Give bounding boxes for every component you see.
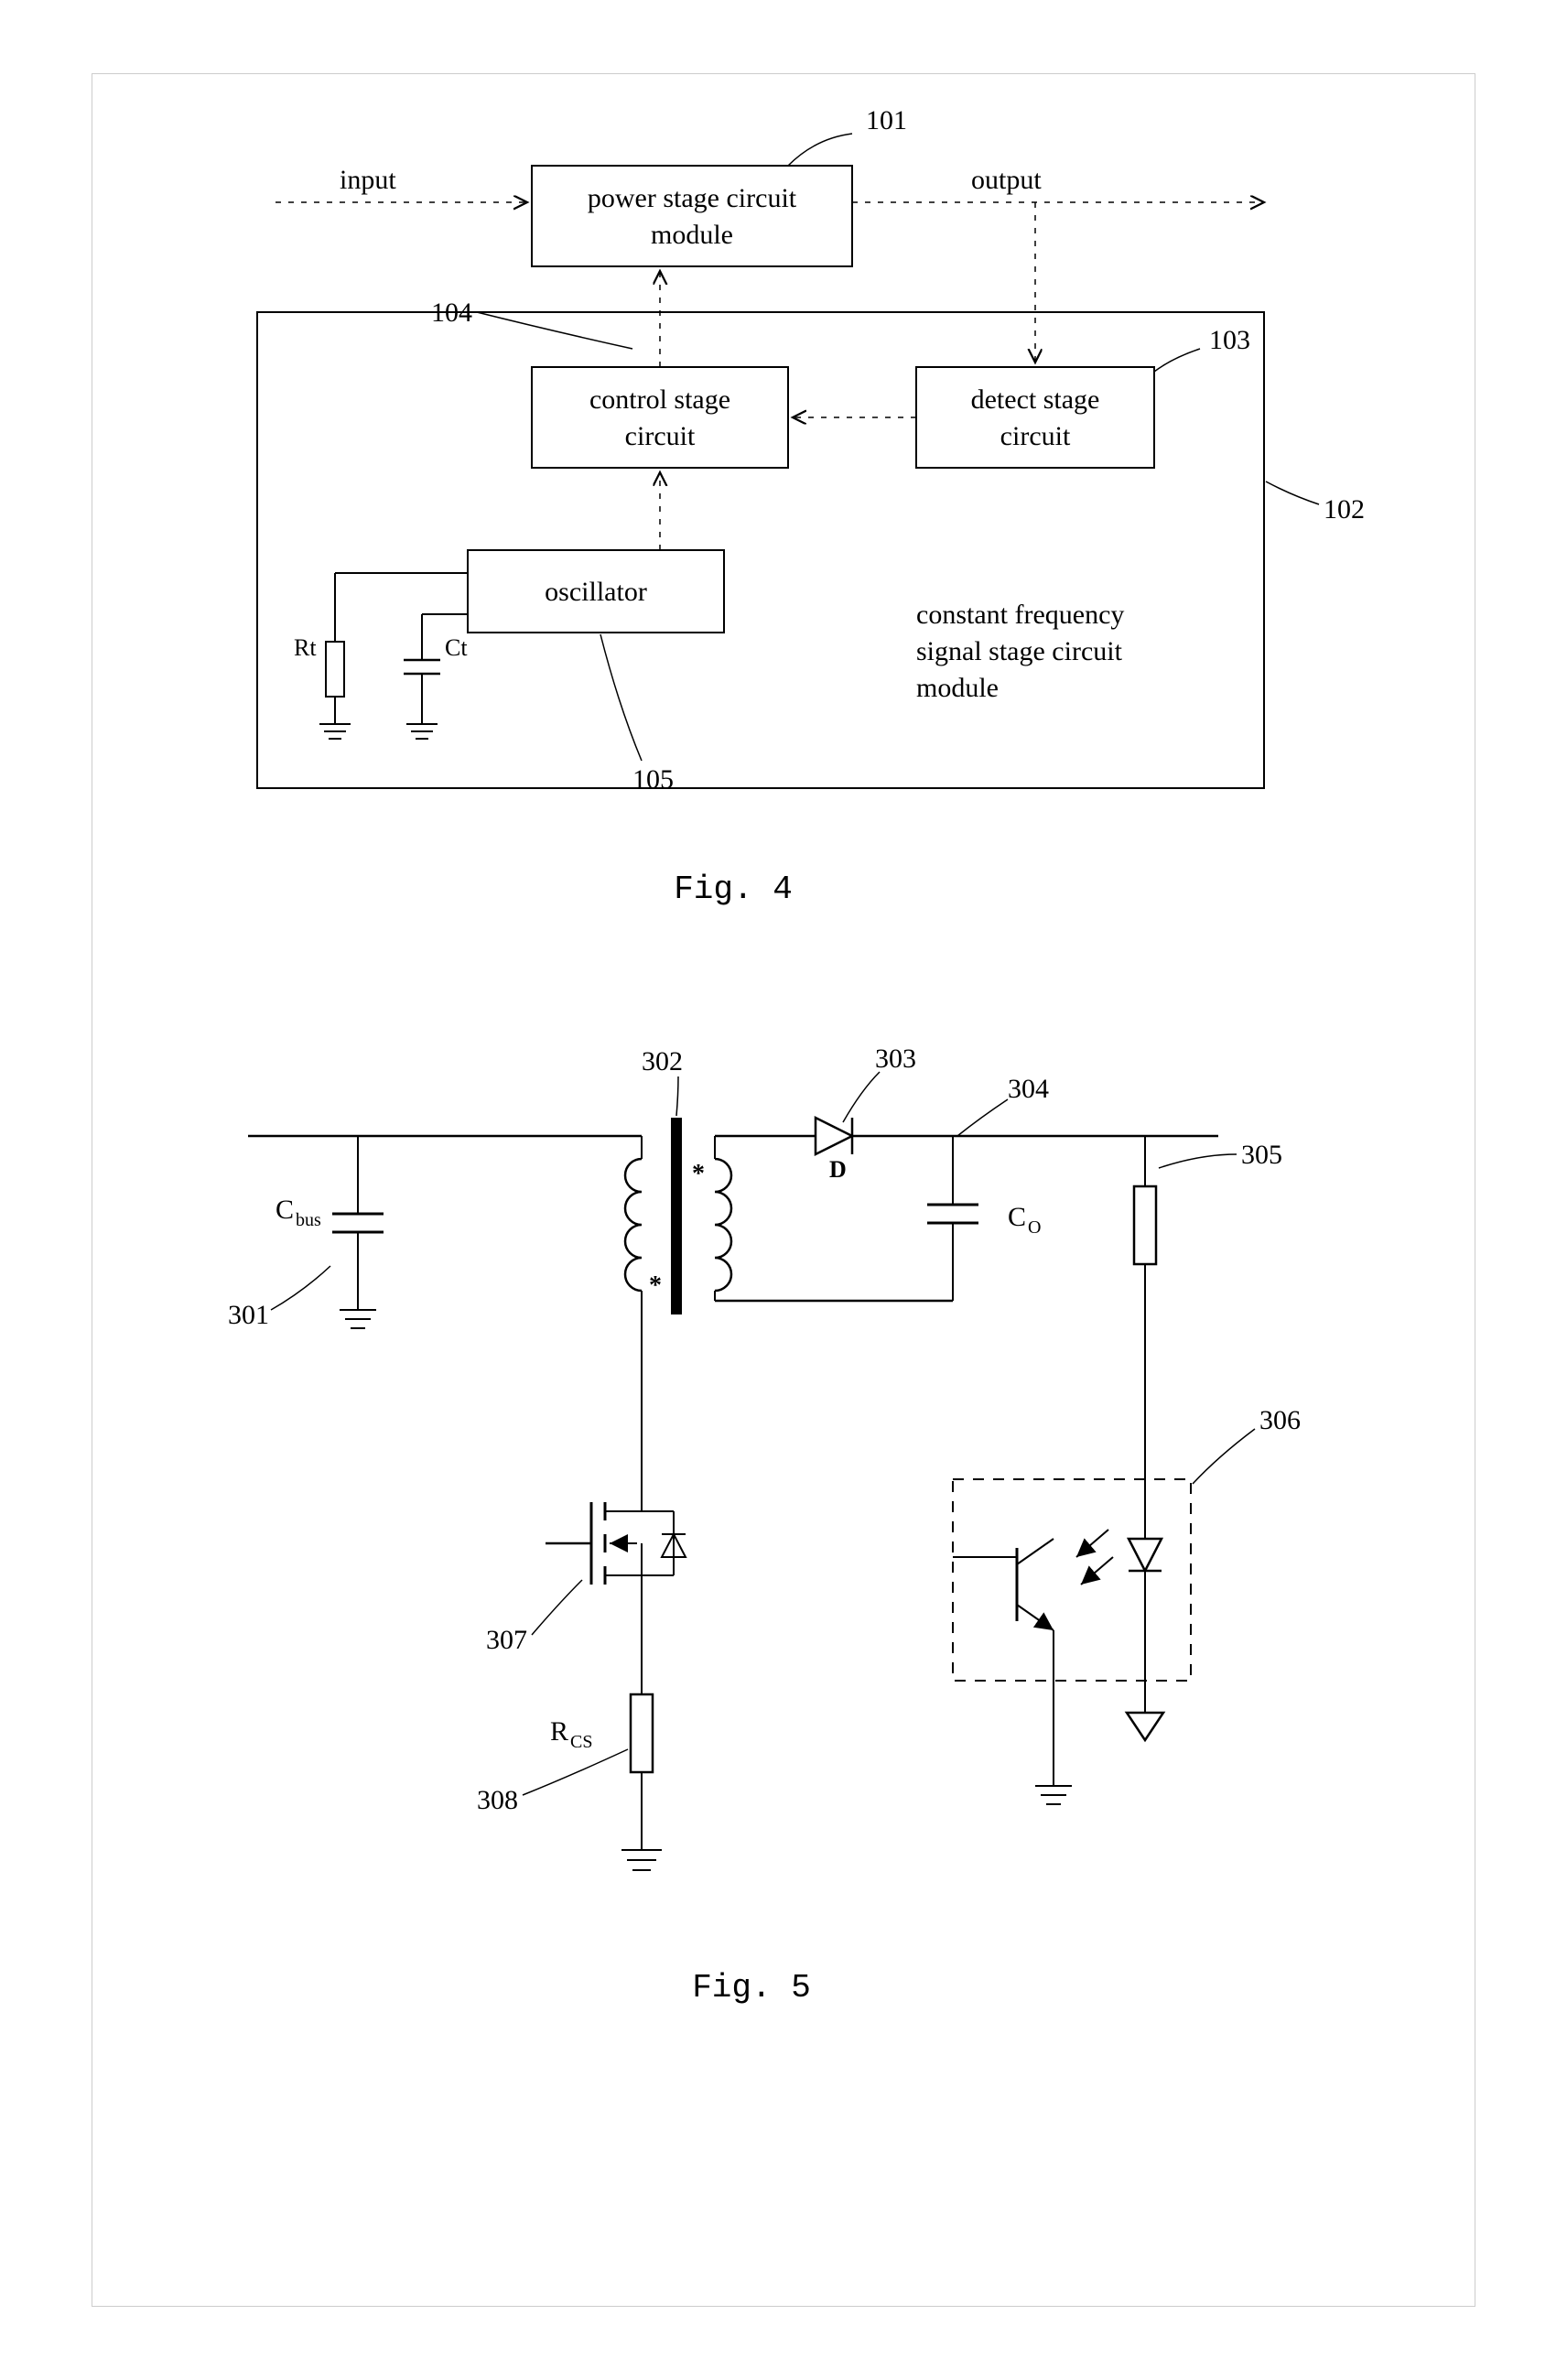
- leader-101: [788, 134, 852, 166]
- leader-105: [600, 634, 642, 761]
- rout-resistor: [1134, 1186, 1156, 1264]
- transformer-core: [671, 1118, 682, 1314]
- leader-302: [676, 1076, 678, 1116]
- leader-307: [532, 1580, 582, 1635]
- rcs-label-sub: CS: [570, 1732, 592, 1752]
- opto-transistor: [953, 1539, 1054, 1786]
- rcs-label-r: R: [550, 1716, 568, 1747]
- opto-box: [953, 1479, 1191, 1681]
- ref-303: 303: [875, 1044, 916, 1074]
- module-label-3: module: [916, 673, 999, 703]
- control-stage-text2: circuit: [625, 421, 696, 451]
- leader-102: [1266, 481, 1319, 504]
- ref-302: 302: [642, 1046, 683, 1076]
- control-stage-box: [532, 367, 788, 468]
- gnd-cbus: [340, 1310, 376, 1328]
- diode-label: D: [829, 1156, 847, 1183]
- gnd-rt: [319, 724, 351, 739]
- leader-306: [1193, 1429, 1255, 1484]
- ref-103: 103: [1209, 325, 1250, 355]
- gnd-led: [1127, 1713, 1163, 1740]
- leader-103: [1154, 349, 1200, 372]
- page-frame: power stage circuit module 101 input out…: [92, 73, 1475, 2307]
- rt-label: Rt: [294, 634, 317, 661]
- module-label-2: signal stage circuit: [916, 636, 1123, 666]
- leader-301: [271, 1266, 330, 1310]
- fig4-caption: Fig. 4: [674, 871, 793, 908]
- co-label-c: C: [1008, 1202, 1026, 1232]
- control-stage-text1: control stage: [589, 384, 730, 415]
- ref-301: 301: [228, 1300, 269, 1330]
- fig5-caption: Fig. 5: [692, 1969, 811, 2007]
- prim-dot: *: [649, 1271, 662, 1300]
- ref-305: 305: [1241, 1140, 1282, 1170]
- detect-stage-box: [916, 367, 1154, 468]
- ref-104: 104: [431, 298, 472, 328]
- ref-105: 105: [632, 764, 674, 795]
- oscillator-text: oscillator: [545, 577, 647, 607]
- leader-308: [523, 1749, 628, 1795]
- cbus-label-c: C: [276, 1195, 294, 1225]
- gnd-rcs: [621, 1850, 662, 1870]
- power-stage-box: [532, 166, 852, 266]
- rcs-resistor: [631, 1694, 653, 1772]
- outer-module-box: [257, 312, 1264, 788]
- cbus-label-sub: bus: [296, 1210, 321, 1230]
- ref-102: 102: [1324, 494, 1365, 525]
- power-stage-text1: power stage circuit: [588, 183, 797, 213]
- gnd-ct: [406, 724, 438, 739]
- leader-303: [843, 1072, 880, 1122]
- light-arrow-2: [1081, 1557, 1113, 1585]
- sec-coil: [715, 1159, 731, 1291]
- detect-stage-text2: circuit: [1000, 421, 1071, 451]
- prim-coil: [625, 1159, 642, 1291]
- leader-305: [1159, 1154, 1237, 1168]
- fig5-svg: C bus 301 * * 302 D 303 C O 304 30: [92, 990, 1476, 2289]
- ct-label: Ct: [445, 634, 468, 661]
- ref-101: 101: [866, 105, 907, 135]
- sec-dot: *: [692, 1160, 705, 1188]
- light-arrow-1: [1076, 1530, 1108, 1557]
- ref-307: 307: [486, 1625, 527, 1655]
- rt-resistor: [326, 642, 344, 697]
- power-stage-text2: module: [651, 220, 733, 250]
- mosfet: [546, 1328, 686, 1694]
- diode-d: [816, 1118, 852, 1154]
- detect-stage-text1: detect stage: [971, 384, 1100, 415]
- input-label: input: [340, 165, 396, 195]
- module-label-1: constant frequency: [916, 600, 1124, 630]
- output-label: output: [971, 165, 1042, 195]
- co-label-sub: O: [1028, 1217, 1041, 1238]
- ref-304: 304: [1008, 1074, 1049, 1104]
- gnd-opto-emitter: [1035, 1786, 1072, 1804]
- leader-104: [477, 312, 632, 349]
- ref-306: 306: [1259, 1405, 1301, 1435]
- fig4-svg: power stage circuit module 101 input out…: [92, 74, 1476, 990]
- leader-304: [957, 1099, 1008, 1136]
- ref-308: 308: [477, 1785, 518, 1815]
